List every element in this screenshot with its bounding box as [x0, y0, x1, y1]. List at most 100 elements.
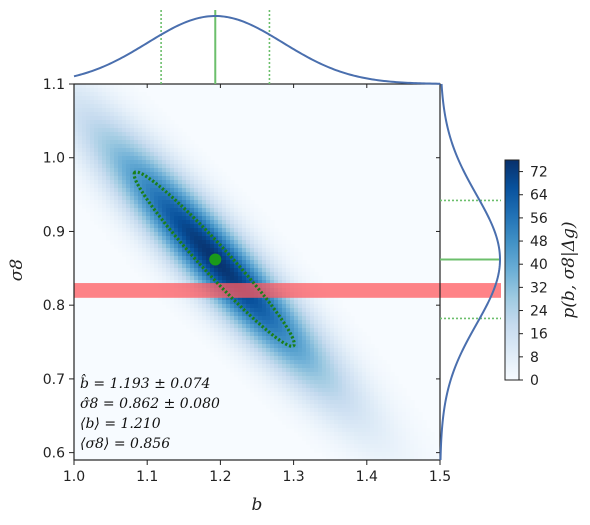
heatmap-cell — [130, 256, 135, 261]
heatmap-cell — [86, 116, 91, 121]
heatmap-cell — [186, 320, 191, 325]
y-axis: 0.60.70.80.91.01.1 — [43, 77, 440, 462]
heatmap-cell — [82, 164, 87, 169]
heatmap-cell — [382, 424, 387, 429]
heatmap-cell — [178, 304, 183, 309]
heatmap-cell — [422, 432, 427, 437]
heatmap-cell — [266, 296, 271, 301]
heatmap-cell — [126, 124, 131, 129]
heatmap-cell — [82, 156, 87, 161]
heatmap-cell — [294, 392, 299, 397]
heatmap-cell — [254, 204, 259, 209]
heatmap-cell — [294, 416, 299, 421]
heatmap-cell — [298, 400, 303, 405]
heatmap-cell — [430, 436, 435, 441]
heatmap-cell — [274, 384, 279, 389]
heatmap-cell — [298, 324, 303, 329]
heatmap-cell — [222, 268, 227, 273]
heatmap-cell — [186, 264, 191, 269]
heatmap-cell — [302, 412, 307, 417]
heatmap-cell — [234, 212, 239, 217]
heatmap-cell — [234, 276, 239, 281]
heatmap-cell — [346, 332, 351, 337]
heatmap-cell — [190, 176, 195, 181]
heatmap-cell — [290, 356, 295, 361]
heatmap-cell — [250, 332, 255, 337]
heatmap-cell — [210, 188, 215, 193]
heatmap-cell — [86, 96, 91, 101]
heatmap-cell — [154, 240, 159, 245]
heatmap-cell — [222, 308, 227, 313]
heatmap-cell — [358, 428, 363, 433]
heatmap-cell — [206, 280, 211, 285]
heatmap-cell — [298, 304, 303, 309]
heatmap-cell — [346, 364, 351, 369]
heatmap-cell — [298, 404, 303, 409]
heatmap-cell — [410, 404, 415, 409]
heatmap-cell — [330, 404, 335, 409]
heatmap-cell — [378, 404, 383, 409]
heatmap-cell — [82, 108, 87, 113]
heatmap-cell — [198, 276, 203, 281]
heatmap-cell — [146, 132, 151, 137]
heatmap-cell — [298, 412, 303, 417]
heatmap-cell — [122, 96, 127, 101]
heatmap-cell — [330, 372, 335, 377]
heatmap-cell — [254, 316, 259, 321]
heatmap-cell — [86, 192, 91, 197]
heatmap-cell — [170, 264, 175, 269]
heatmap-cell — [302, 348, 307, 353]
x-tick-label: 1.2 — [209, 469, 231, 485]
heatmap-cell — [302, 304, 307, 309]
heatmap-cell — [382, 448, 387, 453]
heatmap-cell — [390, 416, 395, 421]
heatmap-cell — [258, 392, 263, 397]
heatmap-cell — [266, 352, 271, 357]
heatmap-cell — [238, 300, 243, 305]
heatmap-cell — [398, 388, 403, 393]
heatmap-cell — [374, 440, 379, 445]
heatmap-cell — [234, 236, 239, 241]
heatmap-cell — [130, 204, 135, 209]
heatmap-cell — [262, 368, 267, 373]
heatmap-cell — [146, 160, 151, 165]
heatmap-cell — [258, 276, 263, 281]
heatmap-cell — [262, 312, 267, 317]
heatmap-cell — [142, 268, 147, 273]
heatmap-cell — [130, 116, 135, 121]
heatmap-cell — [330, 408, 335, 413]
heatmap-cell — [90, 148, 95, 153]
heatmap-cell — [306, 308, 311, 313]
heatmap-cell — [146, 144, 151, 149]
heatmap-cell — [318, 396, 323, 401]
heatmap-cell — [190, 172, 195, 177]
heatmap-cell — [214, 172, 219, 177]
heatmap-cell — [314, 296, 319, 301]
heatmap-cell — [274, 408, 279, 413]
heatmap-cell — [238, 352, 243, 357]
heatmap-cell — [86, 200, 91, 205]
heatmap-cell — [370, 388, 375, 393]
heatmap-cell — [274, 272, 279, 277]
heatmap-cell — [134, 168, 139, 173]
heatmap-cell — [378, 400, 383, 405]
heatmap-cell — [86, 120, 91, 125]
heatmap-cell — [254, 312, 259, 317]
heatmap-cell — [294, 360, 299, 365]
heatmap-cell — [362, 412, 367, 417]
heatmap-cell — [146, 136, 151, 141]
heatmap-cell — [178, 236, 183, 241]
heatmap-cell — [318, 344, 323, 349]
heatmap-cell — [178, 176, 183, 181]
heatmap-cell — [134, 160, 139, 165]
heatmap-cell — [126, 200, 131, 205]
heatmap-cell — [382, 440, 387, 445]
heatmap-cell — [106, 232, 111, 237]
heatmap-cell — [242, 360, 247, 365]
heatmap-cell — [182, 228, 187, 233]
heatmap-cell — [266, 220, 271, 225]
heatmap-cell — [166, 184, 171, 189]
heatmap-cell — [174, 164, 179, 169]
heatmap-cell — [194, 168, 199, 173]
heatmap-cell — [138, 232, 143, 237]
